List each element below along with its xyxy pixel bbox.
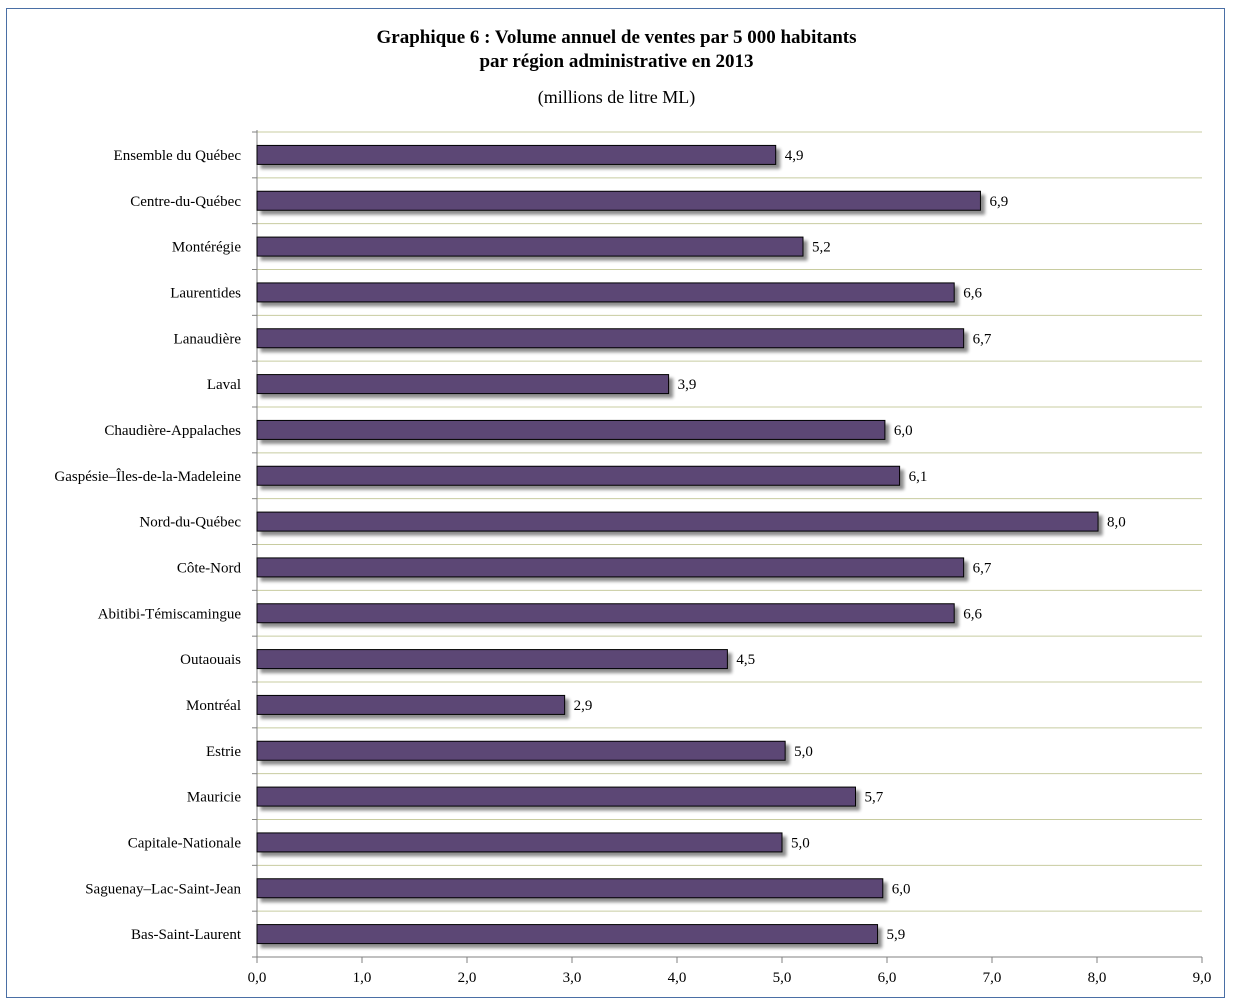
category-label: Abitibi-Témiscamingue <box>98 606 242 622</box>
bar <box>256 465 901 486</box>
bar <box>256 511 1099 532</box>
bar <box>256 236 804 257</box>
category-label: Saguenay–Lac-Saint-Jean <box>85 881 241 897</box>
value-label: 5,0 <box>791 835 810 851</box>
category-label: Côte-Nord <box>177 560 242 576</box>
x-tick-label: 7,0 <box>983 970 1002 986</box>
chart-title-line-1: Graphique 6 : Volume annuel de ventes pa… <box>376 27 857 48</box>
category-label: Nord-du-Québec <box>139 515 241 531</box>
value-label: 5,7 <box>865 790 884 806</box>
x-tick-label: 0,0 <box>248 970 267 986</box>
category-label: Ensemble du Québec <box>114 148 242 164</box>
chart-subtitle: (millions de litre ML) <box>537 87 696 107</box>
x-tick-label: 2,0 <box>458 970 477 986</box>
value-label: 5,0 <box>794 744 813 760</box>
bar <box>256 328 965 349</box>
value-label: 8,0 <box>1107 515 1126 531</box>
category-label: Chaudière-Appalaches <box>104 423 241 439</box>
value-label: 6,0 <box>892 881 911 897</box>
value-label: 6,6 <box>963 285 982 301</box>
bar <box>256 786 856 807</box>
bar <box>256 557 965 578</box>
axes <box>252 130 1203 963</box>
value-label: 6,7 <box>973 560 992 576</box>
category-label: Outaouais <box>180 652 241 668</box>
value-label: 6,6 <box>963 606 982 622</box>
x-tick-label: 3,0 <box>563 970 582 986</box>
x-tick-label: 4,0 <box>668 970 687 986</box>
bars <box>256 144 1099 945</box>
chart-title-line-2: par région administrative en 2013 <box>479 51 754 72</box>
gridlines <box>257 131 1202 912</box>
category-label: Laval <box>207 377 241 393</box>
value-label: 4,9 <box>785 148 804 164</box>
value-label: 5,2 <box>812 240 831 256</box>
bar <box>256 649 728 670</box>
value-label: 5,9 <box>887 927 906 943</box>
value-label: 6,9 <box>989 194 1008 210</box>
category-label: Lanaudière <box>174 331 242 347</box>
bar <box>256 603 955 624</box>
value-label: 2,9 <box>574 698 593 714</box>
value-label: 6,7 <box>973 331 992 347</box>
bar <box>256 924 879 945</box>
category-label: Montérégie <box>172 240 241 256</box>
labels: 0,0 1,0 2,0 3,0 4,0 5,0 6,0 7,0 8,0 9,0 Ensemble d… <box>54 148 1211 986</box>
bar <box>256 740 786 761</box>
bar <box>256 190 981 211</box>
category-label: Estrie <box>206 744 241 760</box>
value-label: 6,0 <box>894 423 913 439</box>
x-tick-label: 8,0 <box>1088 970 1107 986</box>
x-tick-label: 6,0 <box>878 970 897 986</box>
category-label: Montréal <box>186 698 241 714</box>
bar <box>256 282 955 303</box>
category-label: Capitale-Nationale <box>128 835 242 851</box>
value-label: 3,9 <box>678 377 697 393</box>
category-label: Gaspésie–Îles-de-la-Madeleine <box>54 468 241 485</box>
chart-title: Graphique 6 : Volume annuel de ventes pa… <box>0 26 1233 74</box>
bar <box>256 374 670 395</box>
category-label: Bas-Saint-Laurent <box>131 927 242 943</box>
x-tick-label: 9,0 <box>1193 970 1212 986</box>
x-tick-label: 1,0 <box>353 970 372 986</box>
bar <box>256 419 886 440</box>
bar <box>256 832 783 853</box>
x-tick-label: 5,0 <box>773 970 792 986</box>
bar <box>256 878 884 899</box>
value-label: 6,1 <box>909 469 928 485</box>
category-label: Mauricie <box>187 790 241 806</box>
bar <box>256 694 566 715</box>
bar <box>256 144 777 165</box>
category-label: Centre-du-Québec <box>130 194 241 210</box>
category-label: Laurentides <box>170 285 241 301</box>
value-label: 4,5 <box>736 652 755 668</box>
